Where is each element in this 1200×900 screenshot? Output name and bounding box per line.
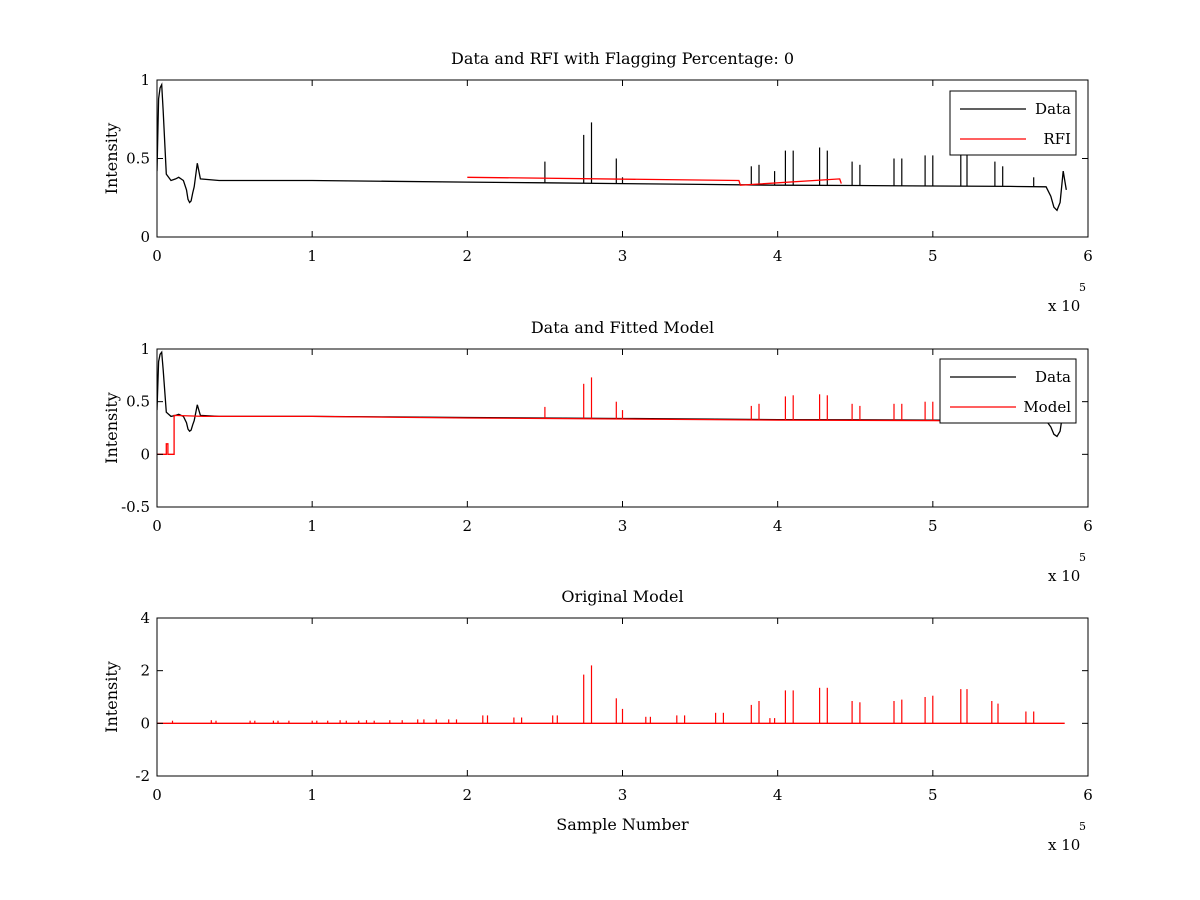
- axes-box: [156, 617, 1089, 777]
- y-axis-label: Intensity: [102, 392, 121, 464]
- x-tick-label: 1: [307, 786, 317, 804]
- y-tick-label: -2: [135, 767, 150, 785]
- y-axis-label: Intensity: [102, 661, 121, 733]
- x-multiplier-label: x 10: [1048, 297, 1080, 315]
- chart-title: Data and RFI with Flagging Percentage: 0: [451, 49, 794, 68]
- series-group: [157, 665, 1065, 724]
- x-tick-label: 1: [307, 247, 317, 265]
- x-multiplier-exponent: 5: [1079, 820, 1086, 833]
- x-axis-label: Sample Number: [556, 815, 689, 834]
- x-tick-label: 5: [928, 247, 938, 265]
- legend-box: [939, 358, 1077, 424]
- legend-label-data: Data: [1035, 368, 1071, 386]
- x-multiplier-exponent: 5: [1079, 551, 1086, 564]
- legend-label-rfi: RFI: [1043, 130, 1071, 148]
- y-tick-label: 0: [140, 228, 150, 246]
- chart-panel-1: 0 1 2 3 4 5 6 0 0.5 1 x 10 5 Data and RFI with Flagg…: [102, 49, 1093, 315]
- rfi-series-line: [467, 176, 842, 186]
- x-tick-label: 2: [463, 247, 473, 265]
- x-tick-label: 4: [773, 786, 783, 804]
- x-multiplier-label: x 10: [1048, 567, 1080, 585]
- y-tick-label: -0.5: [121, 498, 150, 516]
- x-tick-label: 4: [773, 247, 783, 265]
- y-tick-label: 0: [140, 714, 150, 732]
- x-tick-label: 6: [1083, 247, 1093, 265]
- x-tick-label: 0: [152, 786, 162, 804]
- chart-title: Original Model: [561, 587, 683, 606]
- x-tick-label: 2: [463, 786, 473, 804]
- x-tick-label: 0: [152, 517, 162, 535]
- x-multiplier-label: x 10: [1048, 836, 1080, 854]
- y-tick-label: 1: [140, 71, 150, 89]
- legend: Data Model: [939, 358, 1077, 424]
- x-tick-label: 1: [307, 517, 317, 535]
- x-tick-label: 5: [928, 786, 938, 804]
- x-tick-label: 3: [618, 517, 628, 535]
- series-group: [157, 350, 1067, 455]
- x-tick-label: 3: [618, 247, 628, 265]
- x-multiplier-exponent: 5: [1079, 281, 1086, 294]
- series-group: [157, 82, 1067, 212]
- legend-label-data: Data: [1035, 100, 1071, 118]
- x-tick-label: 6: [1083, 517, 1093, 535]
- y-tick-label: 0.5: [126, 150, 150, 168]
- x-tick-label: 0: [152, 247, 162, 265]
- model-series-line: [157, 414, 1034, 455]
- chart-title: Data and Fitted Model: [531, 318, 714, 337]
- legend: Data RFI: [949, 90, 1077, 156]
- y-tick-label: 1: [140, 340, 150, 358]
- data-series-line: [157, 350, 1067, 438]
- axes-box: [156, 79, 1089, 238]
- legend-label-model: Model: [1023, 398, 1071, 416]
- legend-box: [949, 90, 1077, 156]
- x-tick-label: 3: [618, 786, 628, 804]
- data-series-line: [157, 82, 1067, 212]
- y-tick-label: 4: [140, 609, 150, 627]
- x-tick-label: 2: [463, 517, 473, 535]
- y-tick-label: 0.5: [126, 393, 150, 411]
- x-tick-label: 5: [928, 517, 938, 535]
- y-tick-label: 0: [140, 445, 150, 463]
- x-tick-label: 6: [1083, 786, 1093, 804]
- y-axis-label: Intensity: [102, 123, 121, 195]
- y-tick-label: 2: [140, 662, 150, 680]
- x-tick-label: 4: [773, 517, 783, 535]
